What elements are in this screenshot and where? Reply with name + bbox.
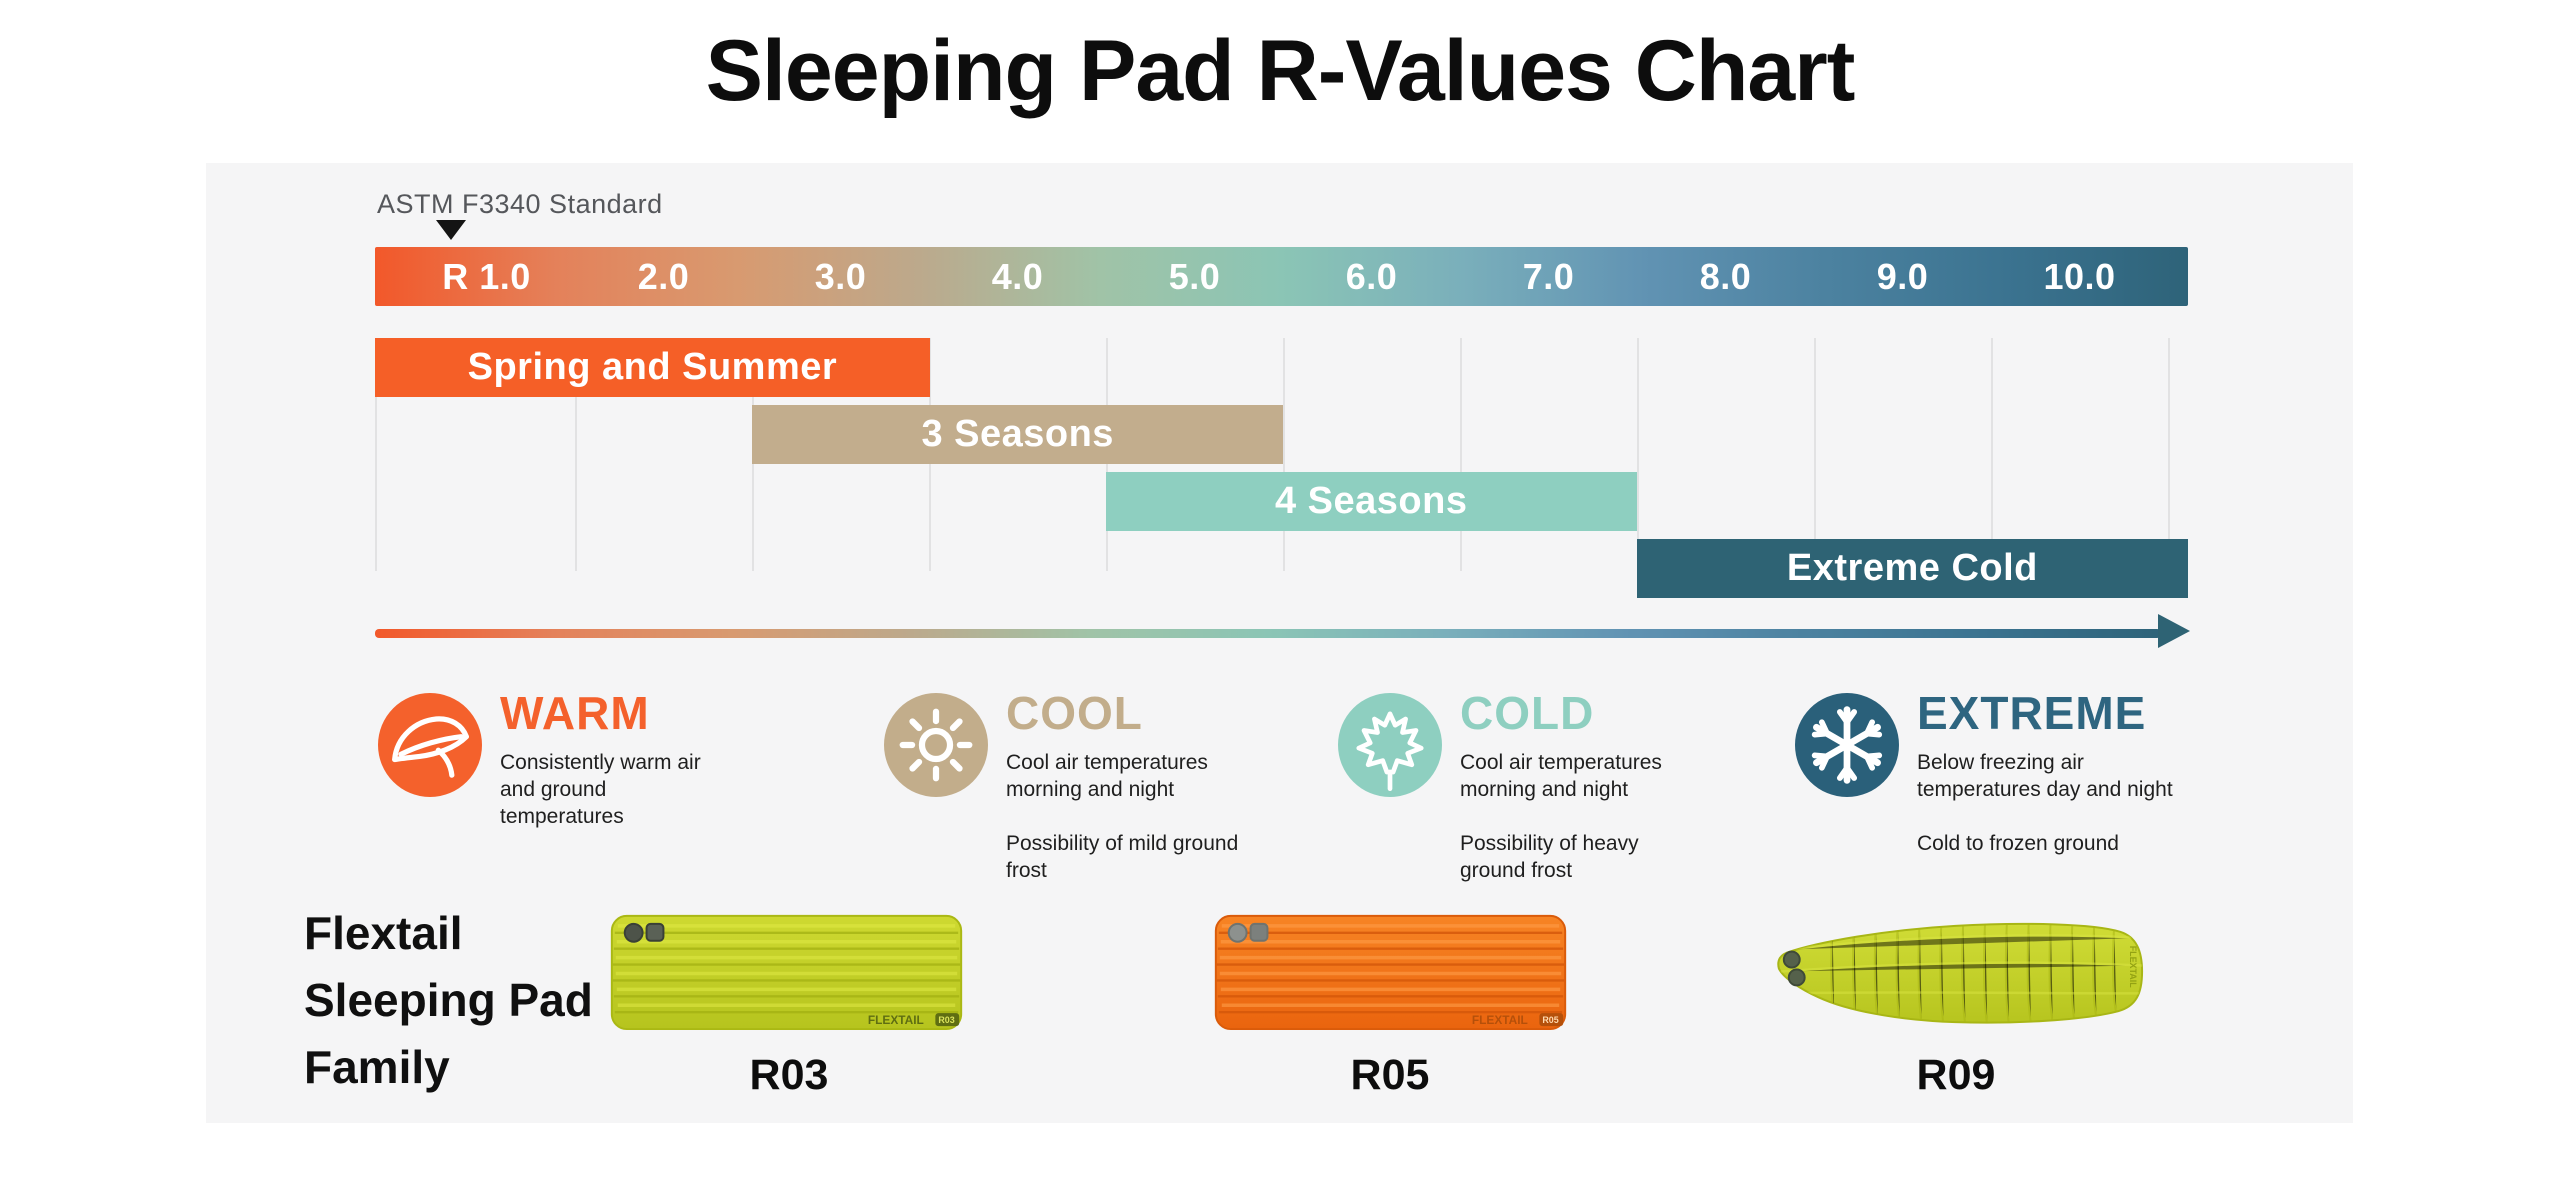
standard-label: ASTM F3340 Standard — [377, 189, 663, 219]
warm-circle — [378, 693, 482, 797]
cold-circle — [1338, 693, 1442, 797]
gridline — [375, 338, 377, 571]
family-label: Flextail Sleeping Pad Family — [304, 907, 593, 1093]
pad-valve-icon — [1227, 922, 1269, 943]
maple-leaf-icon — [1356, 711, 1424, 792]
axis-tick-label: 9.0 — [1876, 255, 1929, 297]
cool-heading: COOL — [1006, 687, 1143, 739]
season-bar-3-seasons: 3 Seasons — [752, 405, 1284, 464]
cool-description: Cool air temperatures morning and night — [1006, 751, 1208, 801]
cold-description: Cool air temperatures morning and night — [1460, 751, 1662, 801]
season-bar-label: 3 Seasons — [921, 413, 1114, 455]
pad-tubes — [1216, 931, 1565, 1014]
season-bar-4-seasons: 4 Seasons — [1105, 472, 1637, 531]
gradient-arrow-head-icon — [2158, 614, 2190, 648]
snowflake-icon — [1811, 706, 1883, 784]
gradient-arrow-line — [375, 629, 2161, 638]
pad-brand-text: FLEXTAIL — [868, 1013, 924, 1027]
pad-brand-text: FLEXTAIL — [1472, 1013, 1528, 1027]
axis-tick-label: R 1.0 — [442, 255, 531, 297]
axis-tick-label: 5.0 — [1168, 255, 1221, 297]
pad-dimple-rows — [1780, 934, 2143, 995]
sleeping-pad-r03: FLEXTAIL R03 — [610, 914, 963, 1031]
season-bar-extreme-cold: Extreme Cold — [1636, 539, 2188, 598]
gridline — [1814, 338, 1816, 571]
pad-label-r09: R09 — [1916, 1051, 1996, 1099]
warm-heading: WARM — [500, 687, 650, 739]
sleeping-pad-r05: FLEXTAIL R05 — [1214, 914, 1567, 1031]
axis-tick-label: 3.0 — [814, 255, 867, 297]
cold-heading: COLD — [1460, 687, 1595, 739]
sleeping-pad-r09: FLEXTAIL — [1777, 922, 2144, 1024]
gridline — [1283, 338, 1285, 571]
leaf-icon — [392, 716, 469, 778]
season-bar-spring-and-summer: Spring and Summer — [375, 338, 930, 397]
pad-tube-highlights — [1219, 924, 1562, 1007]
pad-label-r03: R03 — [749, 1051, 829, 1099]
gridline — [575, 338, 577, 571]
season-bar-label: Spring and Summer — [467, 346, 838, 388]
cool-description-2: Possibility of mild ground frost — [1006, 832, 1239, 882]
cool-circle — [884, 693, 988, 797]
axis-tick-label: 2.0 — [637, 255, 690, 297]
chart-panel: ASTM F3340 Standard R 1.0 2.0 3.0 4.0 5.0 6.0… — [206, 163, 2353, 1123]
axis-tick-label: 7.0 — [1522, 255, 1575, 297]
cold-description-2: Possibility of heavy ground frost — [1460, 832, 1639, 882]
page-title: Sleeping Pad R-Values Chart — [705, 23, 1856, 119]
r-axis-bar: R 1.0 2.0 3.0 4.0 5.0 6.0 7.0 8.0 9.0 10.0 — [375, 247, 2188, 306]
axis-tick-label: 10.0 — [2043, 255, 2116, 297]
axis-tick-label: 8.0 — [1699, 255, 1752, 297]
extreme-text-block: EXTREME Below freezing air temperatures … — [1917, 687, 2197, 857]
extreme-circle — [1795, 693, 1899, 797]
pad-image-r03: FLEXTAIL R03 — [607, 906, 966, 1042]
pad-valve-icon — [623, 922, 665, 943]
pad-image-r05: FLEXTAIL R05 — [1211, 906, 1570, 1042]
gridline — [1991, 338, 1993, 571]
gridline — [2168, 338, 2170, 571]
cool-text-block: COOL Cool air temperatures morning and n… — [1006, 687, 1241, 884]
pad-dimple-ridges — [1830, 923, 2118, 1023]
gridline — [1460, 338, 1462, 571]
gridline — [1637, 338, 1639, 571]
warm-text-block: WARM Consistently warm air and ground te… — [500, 687, 705, 830]
sun-icon — [899, 708, 973, 782]
season-bar-label: 4 Seasons — [1274, 480, 1468, 522]
season-bar-label: Extreme Cold — [1786, 547, 2038, 589]
pad-tubes — [612, 931, 961, 1014]
pad-valve-icon — [1782, 950, 1806, 987]
extreme-heading: EXTREME — [1917, 687, 2147, 739]
pad-brand-text: FLEXTAIL — [2128, 946, 2138, 989]
warm-description: Consistently warm air and ground tempera… — [500, 751, 701, 828]
pad-badge-text: R03 — [938, 1015, 954, 1025]
axis-tick-label: 4.0 — [991, 255, 1044, 297]
extreme-description: Below freezing air temperatures day and … — [1917, 751, 2173, 801]
pad-image-r09: FLEXTAIL — [1766, 906, 2147, 1042]
pad-badge-text: R05 — [1542, 1015, 1558, 1025]
pad-label-r05: R05 — [1350, 1051, 1430, 1099]
marker-triangle-icon — [436, 220, 466, 240]
cold-text-block: COLD Cool air temperatures morning and n… — [1460, 687, 1695, 884]
extreme-description-2: Cold to frozen ground — [1917, 832, 2119, 855]
axis-tick-label: 6.0 — [1345, 255, 1398, 297]
pad-tube-highlights — [615, 924, 958, 1007]
